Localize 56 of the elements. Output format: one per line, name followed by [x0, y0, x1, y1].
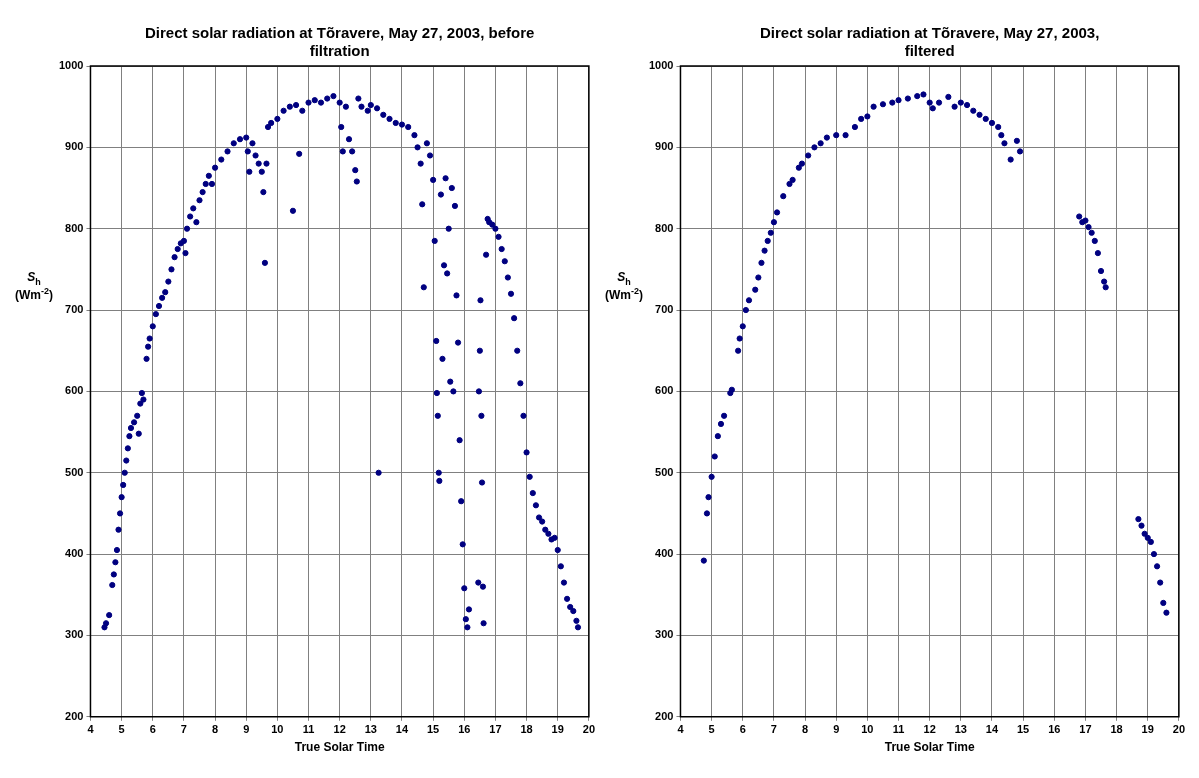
x-tick-label: 13 [364, 723, 377, 736]
y-tick-label: 800 [655, 221, 674, 234]
x-tick-label: 18 [520, 723, 533, 736]
x-tick-label: 15 [427, 723, 440, 736]
chart-title: Direct solar radiation at Tõravere, May 27, 2003, before filtration [145, 24, 535, 59]
y-tick-label: 900 [655, 140, 674, 153]
x-tick-label: 9 [833, 723, 840, 736]
x-tick-label: 6 [149, 723, 156, 736]
x-tick-label: 19 [1141, 723, 1154, 736]
y-tick-label: 400 [655, 547, 674, 560]
x-tick-label: 5 [708, 723, 715, 736]
y-tick-label: 600 [65, 384, 84, 397]
x-axis-title: True Solar Time [884, 739, 975, 754]
x-tick-label: 11 [892, 723, 905, 736]
x-tick-label: 15 [1017, 723, 1030, 736]
x-tick-label: 4 [87, 723, 95, 736]
y-tick-label: 800 [65, 221, 84, 234]
x-tick-label: 18 [1110, 723, 1123, 736]
x-axis-title: True Solar Time [294, 739, 385, 754]
y-tick-label: 700 [65, 303, 84, 316]
y-tick-label: 200 [655, 709, 674, 722]
y-tick-label: 500 [655, 465, 674, 478]
x-tick-label: 20 [1172, 723, 1186, 736]
x-tick-label: 14 [395, 723, 409, 736]
x-tick-label: 4 [677, 723, 685, 736]
x-tick-label: 19 [551, 723, 564, 736]
y-tick-label: 700 [655, 303, 674, 316]
x-tick-label: 8 [212, 723, 219, 736]
y-tick-label: 400 [65, 547, 84, 560]
x-tick-label: 17 [489, 723, 502, 736]
x-tick-label: 17 [1079, 723, 1092, 736]
x-tick-label: 8 [802, 723, 809, 736]
x-tick-label: 12 [923, 723, 936, 736]
y-tick-label: 900 [65, 140, 84, 153]
x-tick-label: 14 [985, 723, 999, 736]
y-tick-label: 500 [65, 465, 84, 478]
x-tick-label: 10 [271, 723, 284, 736]
x-tick-label: 16 [458, 723, 471, 736]
x-tick-label: 5 [118, 723, 125, 736]
x-tick-label: 7 [180, 723, 187, 736]
x-tick-label: 12 [333, 723, 346, 736]
y-tick-label: 200 [65, 709, 84, 722]
y-tick-label: 300 [65, 628, 84, 641]
x-tick-label: 20 [582, 723, 596, 736]
x-tick-label: 13 [954, 723, 967, 736]
x-tick-label: 16 [1048, 723, 1061, 736]
y-tick-label: 1000 [58, 59, 84, 72]
y-tick-label: 600 [655, 384, 674, 397]
x-tick-label: 7 [770, 723, 777, 736]
x-tick-label: 6 [739, 723, 746, 736]
x-tick-label: 11 [302, 723, 315, 736]
y-tick-label: 1000 [648, 59, 674, 72]
x-tick-label: 10 [861, 723, 874, 736]
chart-title: Direct solar radiation at Tõravere, May 27, 2003, filtered [760, 24, 1100, 59]
y-tick-label: 300 [655, 628, 674, 641]
x-tick-label: 9 [243, 723, 250, 736]
